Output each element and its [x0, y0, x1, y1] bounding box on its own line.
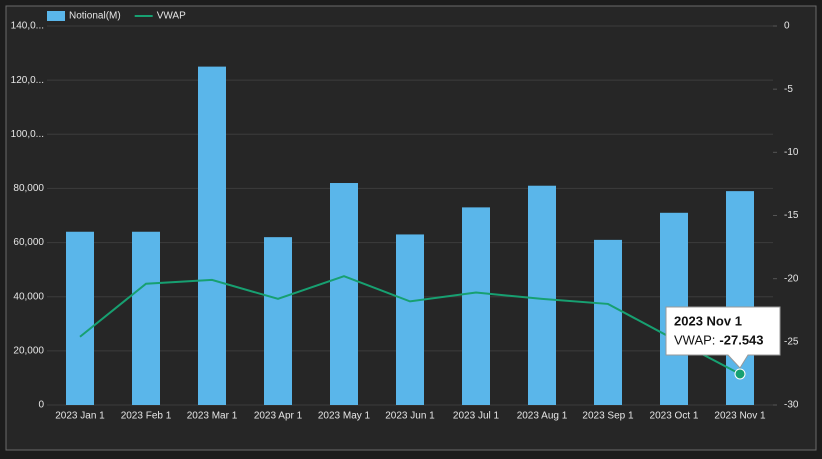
bar — [396, 234, 424, 405]
x-tick-label: 2023 Mar 1 — [187, 411, 238, 422]
bar — [198, 66, 226, 405]
bar — [594, 239, 622, 405]
x-tick-label: 2023 Nov 1 — [714, 411, 766, 422]
tooltip-label: VWAP: — [674, 332, 715, 347]
x-tick-label: 2023 Oct 1 — [650, 411, 699, 422]
y2-tick-label: -25 — [784, 336, 799, 347]
x-tick-label: 2023 Aug 1 — [517, 411, 568, 422]
y-tick-label: 120,0... — [11, 75, 44, 86]
x-tick-label: 2023 Jun 1 — [385, 411, 435, 422]
y-tick-label: 100,0... — [11, 129, 44, 140]
y2-tick-label: 0 — [784, 21, 790, 32]
x-tick-label: 2023 Apr 1 — [254, 411, 303, 422]
y2-tick-label: -15 — [784, 210, 799, 221]
tooltip-box — [665, 306, 781, 369]
legend-swatch — [47, 11, 65, 21]
bar — [66, 231, 94, 405]
y2-tick-label: -20 — [784, 273, 799, 284]
y-tick-label: 0 — [38, 400, 44, 411]
hover-point — [734, 368, 746, 380]
bar — [264, 237, 292, 405]
bar — [330, 183, 358, 405]
x-tick-label: 2023 May 1 — [318, 411, 371, 422]
y-tick-label: 60,000 — [13, 237, 44, 248]
x-tick-label: 2023 Sep 1 — [582, 411, 634, 422]
bar — [528, 185, 556, 405]
legend-label: VWAP — [157, 11, 186, 22]
tooltip-title: 2023 Nov 1 — [674, 313, 742, 328]
y-tick-label: 80,000 — [13, 183, 44, 194]
legend-label: Notional(M) — [69, 11, 121, 22]
tooltip-value: -27.543 — [719, 332, 763, 347]
y-tick-label: 140,0... — [11, 21, 44, 32]
y2-tick-label: -30 — [784, 400, 799, 411]
y2-tick-label: -10 — [784, 147, 799, 158]
y2-tick-label: -5 — [784, 84, 793, 95]
x-tick-label: 2023 Jul 1 — [453, 411, 500, 422]
bar — [132, 231, 160, 405]
bar — [462, 207, 490, 405]
y-tick-label: 40,000 — [13, 291, 44, 302]
x-tick-label: 2023 Feb 1 — [121, 411, 172, 422]
y-tick-label: 20,000 — [13, 345, 44, 356]
x-tick-label: 2023 Jan 1 — [55, 411, 105, 422]
line — [79, 275, 741, 375]
tooltip: 2023 Nov 1 VWAP: -27.543 — [665, 306, 781, 369]
